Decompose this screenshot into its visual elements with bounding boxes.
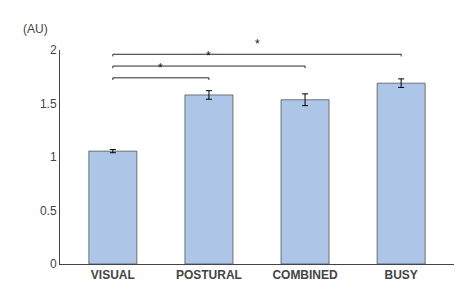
svg-text:POSTURAL: POSTURAL	[176, 268, 242, 282]
svg-text:*: *	[255, 37, 260, 51]
svg-text:(AU): (AU)	[23, 22, 48, 36]
svg-text:COMBINED: COMBINED	[272, 268, 338, 282]
svg-text:2: 2	[50, 43, 57, 57]
svg-text:1: 1	[50, 150, 57, 164]
svg-text:1.5: 1.5	[40, 97, 57, 111]
svg-text:*: *	[158, 61, 163, 75]
svg-text:BUSY: BUSY	[384, 268, 417, 282]
svg-text:*: *	[206, 49, 211, 63]
svg-text:0.5: 0.5	[40, 204, 57, 218]
svg-text:0: 0	[50, 257, 57, 271]
svg-text:VISUAL: VISUAL	[91, 268, 135, 282]
